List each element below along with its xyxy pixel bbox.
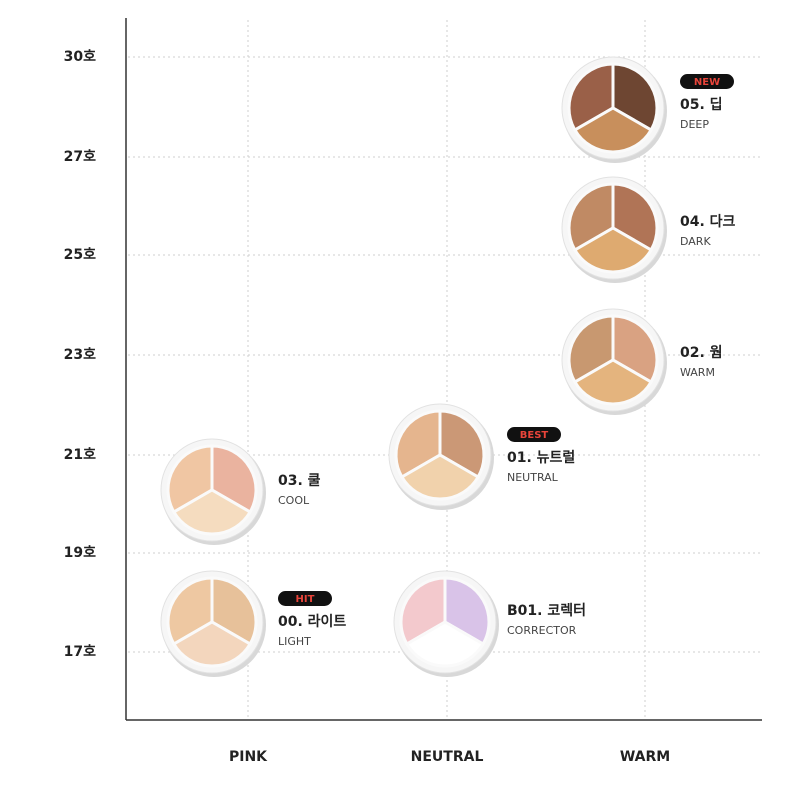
product-sub: NEUTRAL [507,471,559,484]
product-name: 04. 다크 [680,214,736,230]
product-sub: DARK [680,235,711,248]
product-name: 03. 쿨 [278,473,321,489]
compact-pan [572,358,654,406]
product-sub: COOL [278,494,310,507]
y-label: 30호 [64,49,96,65]
y-label: 21호 [64,447,96,463]
compact-pan [572,106,654,154]
x-label: WARM [620,749,670,765]
compact-pan [572,226,654,274]
badge-bg [680,74,734,89]
product-sub: DEEP [680,118,709,131]
product-name: 01. 뉴트럴 [507,450,575,466]
background [30,0,800,800]
y-label: 27호 [64,149,96,165]
y-label: 25호 [64,247,96,263]
compact-pan [171,488,253,536]
compact-pan [404,620,486,668]
product-sub: CORRECTOR [507,624,577,637]
badge: HIT [296,594,315,605]
compact-pan [171,620,253,668]
product-name: 00. 라이트 [278,613,346,630]
x-label: NEUTRAL [411,749,484,765]
y-label: 23호 [64,347,96,363]
y-label: 17호 [64,644,96,660]
product-sub: WARM [680,366,715,379]
badge: BEST [520,430,549,441]
product-name: 02. 웜 [680,345,723,361]
badge: NEW [694,77,720,88]
product-name: B01. 코렉터 [507,602,586,619]
y-label: 19호 [64,545,96,561]
product-sub: LIGHT [278,635,311,648]
badge-bg [278,591,332,606]
x-label: PINK [229,749,268,765]
compact-pan [399,453,481,501]
badge-bg [507,427,561,442]
product-name: 05. 딥 [680,96,723,113]
